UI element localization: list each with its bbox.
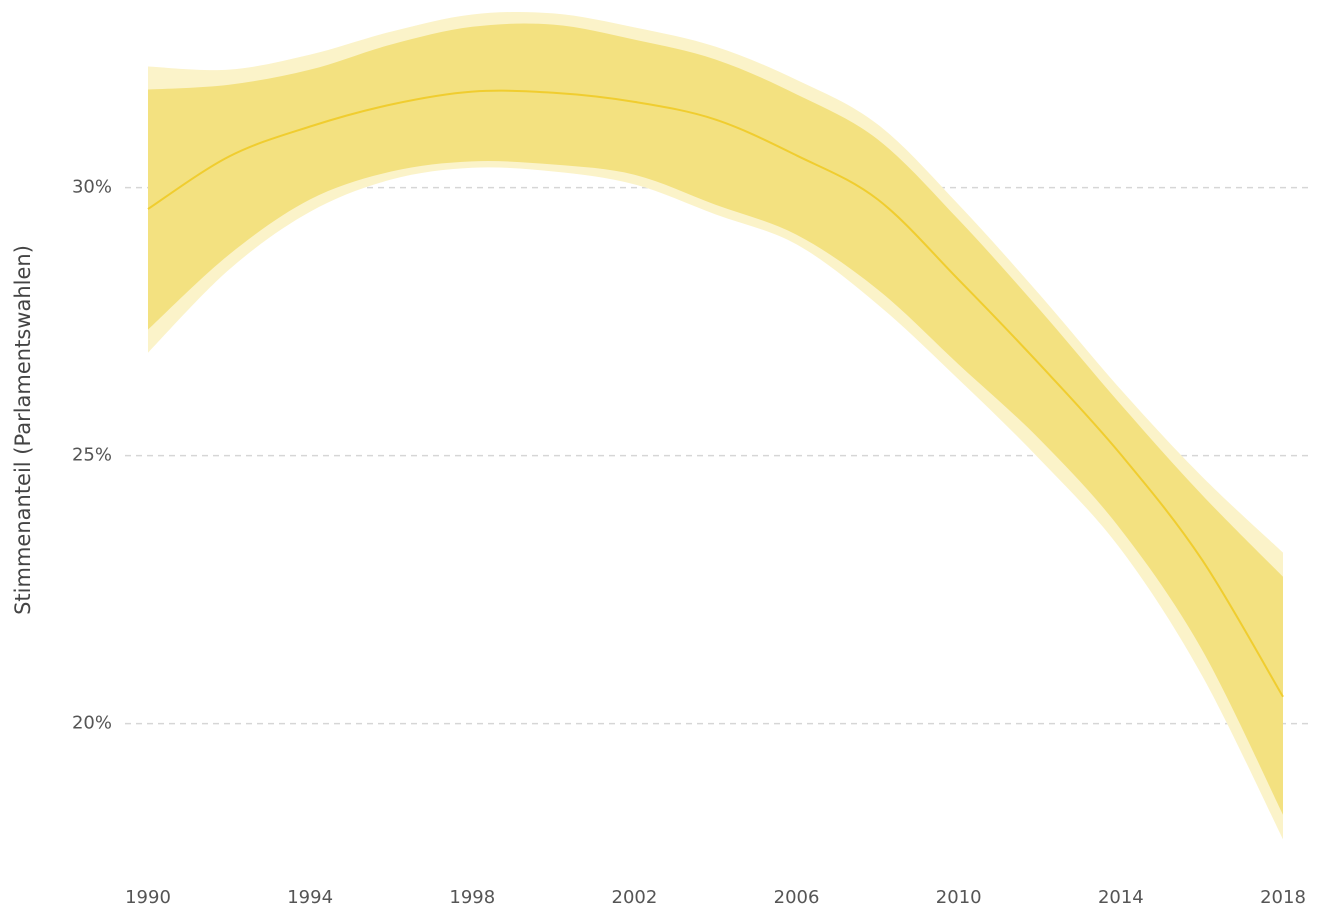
y-tick-label: 25%: [72, 445, 112, 466]
x-tick-label: 2018: [1260, 887, 1306, 908]
x-tick-label: 1998: [449, 887, 495, 908]
confidence-band: [148, 23, 1283, 815]
x-tick-label: 2006: [774, 887, 820, 908]
x-tick-label: 2010: [936, 887, 982, 908]
x-tick-label: 1990: [125, 887, 171, 908]
y-axis-title: Stimmenanteil (Parlamentswahlen): [11, 245, 35, 615]
y-tick-label: 20%: [72, 713, 112, 734]
x-tick-label: 1994: [287, 887, 333, 908]
x-tick-label: 2002: [612, 887, 658, 908]
y-tick-label: 30%: [72, 177, 112, 198]
trend-line: [147, 89, 1284, 698]
x-tick-label: 2014: [1098, 887, 1144, 908]
